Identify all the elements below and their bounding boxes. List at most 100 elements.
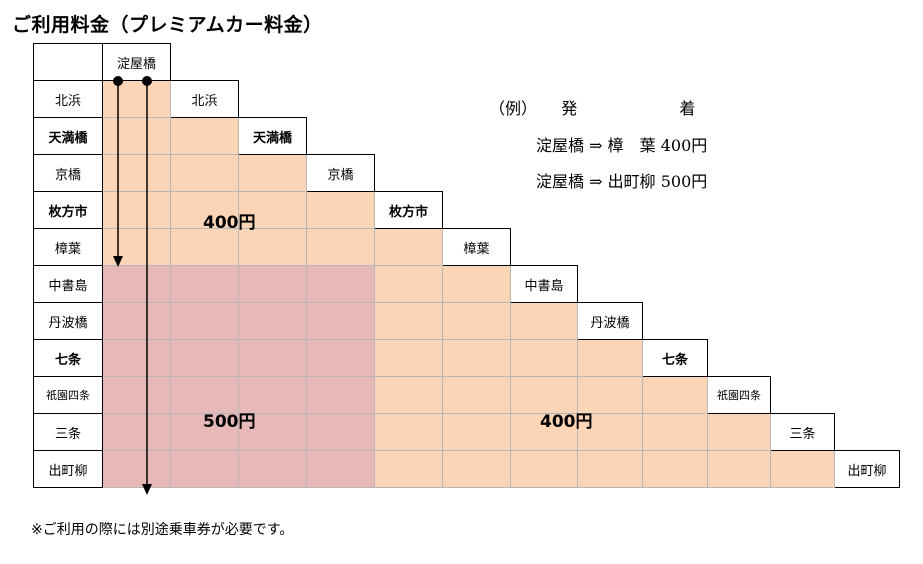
- empty-cell: [771, 377, 835, 414]
- empty-cell: [375, 118, 443, 155]
- fare-cell: [374, 413, 443, 451]
- fare-cell: [442, 302, 511, 340]
- fare-cell: [170, 117, 239, 155]
- footnote: ※ご利用の際には別途乗車券が必要です。: [31, 522, 294, 538]
- station-diagonal-label: 七条: [642, 339, 708, 377]
- empty-cell: [578, 229, 643, 266]
- station-row-header: 三条: [33, 413, 103, 451]
- fare-row: 樟葉 樟葉: [33, 228, 900, 266]
- empty-cell: [835, 377, 900, 414]
- empty-cell: [771, 155, 835, 192]
- fare-cell: [238, 339, 307, 377]
- fare-cell: [306, 339, 375, 377]
- example-label: （例）: [489, 99, 538, 118]
- empty-cell: [771, 266, 835, 303]
- station-diagonal-label: 中書島: [510, 265, 578, 303]
- empty-cell: [239, 81, 307, 118]
- fare-row: 中書島 中書島: [33, 265, 900, 303]
- fare-cell: [170, 302, 239, 340]
- fare-cell: [442, 413, 511, 451]
- example-from: 淀屋橋: [536, 136, 585, 155]
- example-unit: 円: [691, 172, 708, 191]
- station-row-header: 丹波橋: [33, 302, 103, 340]
- empty-cell: [511, 44, 578, 81]
- fare-cell: [170, 154, 239, 192]
- fare-label-500: 500円: [203, 407, 256, 432]
- empty-cell: [708, 44, 771, 81]
- empty-cell: [578, 266, 643, 303]
- fare-cell: [442, 450, 511, 488]
- fare-cell: [238, 154, 307, 192]
- empty-cell: [375, 155, 443, 192]
- example-unit: 円: [691, 136, 708, 155]
- fare-cell: [306, 265, 375, 303]
- fare-cell: [306, 302, 375, 340]
- example-row: 淀屋橋 ⇒ 樟 葉 400円: [536, 132, 707, 156]
- fare-cell: [642, 376, 708, 414]
- fare-cell: [510, 376, 578, 414]
- empty-cell: [835, 266, 900, 303]
- empty-cell: [771, 81, 835, 118]
- empty-cell: [443, 118, 511, 155]
- fare-cell: [170, 228, 239, 266]
- fare-cell: [642, 413, 708, 451]
- empty-cell: [307, 81, 375, 118]
- empty-cell: [239, 44, 307, 81]
- fare-unit: 円: [238, 213, 256, 233]
- empty-cell: [771, 229, 835, 266]
- fare-cell: [238, 228, 307, 266]
- empty-cell: [708, 155, 771, 192]
- station-diagonal-label: 北浜: [170, 80, 239, 118]
- fare-cell: [707, 450, 771, 488]
- fare-cell: [102, 376, 171, 414]
- fare-row: 丹波橋 丹波橋: [33, 302, 900, 340]
- station-diagonal-label: 出町柳: [834, 450, 900, 488]
- empty-cell: [771, 44, 835, 81]
- empty-cell: [835, 229, 900, 266]
- example-arrow: ⇒: [589, 172, 603, 191]
- empty-cell: [643, 303, 708, 340]
- fare-cell: [510, 413, 578, 451]
- empty-cell: [375, 81, 443, 118]
- empty-cell: [375, 44, 443, 81]
- station-diagonal-label: 祇園四条: [707, 376, 771, 414]
- station-row-header: 出町柳: [33, 450, 103, 488]
- empty-cell: [835, 192, 900, 229]
- empty-cell: [511, 192, 578, 229]
- empty-cell: [771, 118, 835, 155]
- fare-cell: [374, 376, 443, 414]
- station-diagonal-label: 三条: [770, 413, 835, 451]
- fare-cell: [374, 302, 443, 340]
- fare-unit: 円: [238, 412, 256, 432]
- station-row-header: 祇園四条: [33, 376, 103, 414]
- station-diagonal-label: 京橋: [306, 154, 375, 192]
- fare-cell: [238, 450, 307, 488]
- fare-cell: [102, 191, 171, 229]
- fare-cell: [374, 450, 443, 488]
- fare-row: 北浜 北浜: [33, 80, 900, 118]
- fare-row: 淀屋橋: [33, 43, 900, 81]
- fare-cell: [374, 265, 443, 303]
- fare-cell: [306, 228, 375, 266]
- fare-label-400-upper: 400円: [203, 208, 256, 233]
- fare-cell: [102, 80, 171, 118]
- empty-cell: [643, 266, 708, 303]
- empty-cell: [643, 229, 708, 266]
- example-from-header: 発: [561, 99, 578, 118]
- fare-cell: [577, 339, 643, 377]
- empty-cell: [835, 44, 900, 81]
- fare-table: 淀屋橋 北浜 北浜 天満橋 天満橋 京橋 京橋 枚方市 枚方市 樟葉 樟葉 中書島 中書島 丹波橋 丹波橋七…: [33, 43, 900, 488]
- fare-row: 京橋 京橋: [33, 154, 900, 192]
- empty-cell: [835, 81, 900, 118]
- fare-cell: [306, 376, 375, 414]
- fare-cell: [442, 265, 511, 303]
- fare-cell: [577, 450, 643, 488]
- fare-value: 400: [203, 213, 239, 233]
- fare-cell: [102, 450, 171, 488]
- fare-value: 400: [540, 412, 576, 432]
- fare-cell: [442, 376, 511, 414]
- empty-cell: [171, 44, 239, 81]
- empty-cell: [708, 118, 771, 155]
- empty-cell: [307, 44, 375, 81]
- corner-cell: [33, 43, 103, 81]
